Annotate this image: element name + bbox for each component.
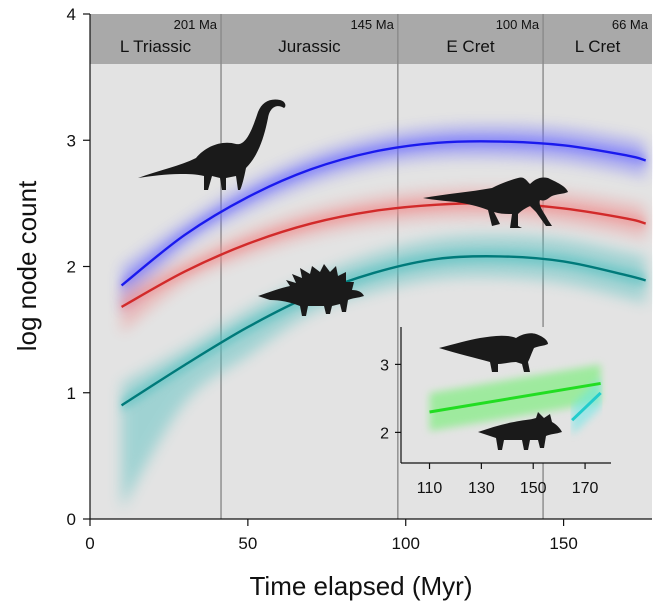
era-age-label: 100 Ma xyxy=(496,17,540,32)
series-band-core xyxy=(121,136,646,291)
x-tick-label: 150 xyxy=(549,534,577,553)
series-line xyxy=(120,255,647,407)
series-band xyxy=(121,188,646,333)
y-ticks: 0 1 2 3 4 xyxy=(67,5,90,529)
inset-x-tick-label: 170 xyxy=(572,480,599,497)
x-ticks: 0 50 100 150 xyxy=(85,519,578,553)
inset-chart: 110 130 150 170 23 xyxy=(380,327,611,497)
inset-series-lines xyxy=(429,381,602,422)
inset-x-tick-label: 150 xyxy=(520,480,547,497)
y-tick-label: 2 xyxy=(67,258,76,277)
era-labels: L Triassic 201 Ma Jurassic 145 Ma E Cret100 … xyxy=(120,17,649,56)
era-name-label: L Cret xyxy=(575,37,621,56)
hadrosaur-icon xyxy=(439,333,548,372)
inset-y-tick-label: 2 xyxy=(380,425,389,442)
era-age-label: 145 Ma xyxy=(350,17,394,32)
era-name-label: E Cret xyxy=(446,37,494,56)
y-axis-title: log node count xyxy=(12,180,42,351)
era-age-label: 201 Ma xyxy=(174,17,218,32)
era-age-label: 66 Ma xyxy=(612,17,649,32)
inset-series-line xyxy=(571,391,602,422)
uncertainty-bands xyxy=(121,126,646,509)
series-band-core xyxy=(121,249,646,413)
ceratopsian-icon xyxy=(478,412,562,450)
series-band-core xyxy=(121,198,646,312)
inset-x-tick-label: 110 xyxy=(417,480,443,497)
era-header-band xyxy=(90,14,652,64)
y-tick-label: 1 xyxy=(67,384,76,403)
y-tick-label: 4 xyxy=(67,5,76,24)
series-line xyxy=(120,201,647,308)
y-tick-label: 0 xyxy=(67,510,76,529)
stegosaur-icon xyxy=(258,264,364,316)
inset-x-tick-label: 130 xyxy=(468,480,495,497)
series-lines xyxy=(120,140,647,407)
theropod-icon xyxy=(423,177,568,228)
inset-x-ticks: 110 130 150 170 xyxy=(417,463,599,497)
series-line xyxy=(120,140,647,287)
inset-y-ticks: 23 xyxy=(380,357,401,442)
era-name-label: L Triassic xyxy=(120,37,192,56)
x-tick-label: 0 xyxy=(85,534,94,553)
sauropod-icon xyxy=(138,99,286,190)
era-name-label: Jurassic xyxy=(278,37,341,56)
y-tick-label: 3 xyxy=(67,131,76,150)
inset-y-tick-label: 3 xyxy=(380,357,389,374)
x-tick-label: 50 xyxy=(238,534,257,553)
x-tick-label: 100 xyxy=(392,534,420,553)
inset-series-line xyxy=(429,381,601,414)
x-axis-title: Time elapsed (Myr) xyxy=(250,571,473,601)
